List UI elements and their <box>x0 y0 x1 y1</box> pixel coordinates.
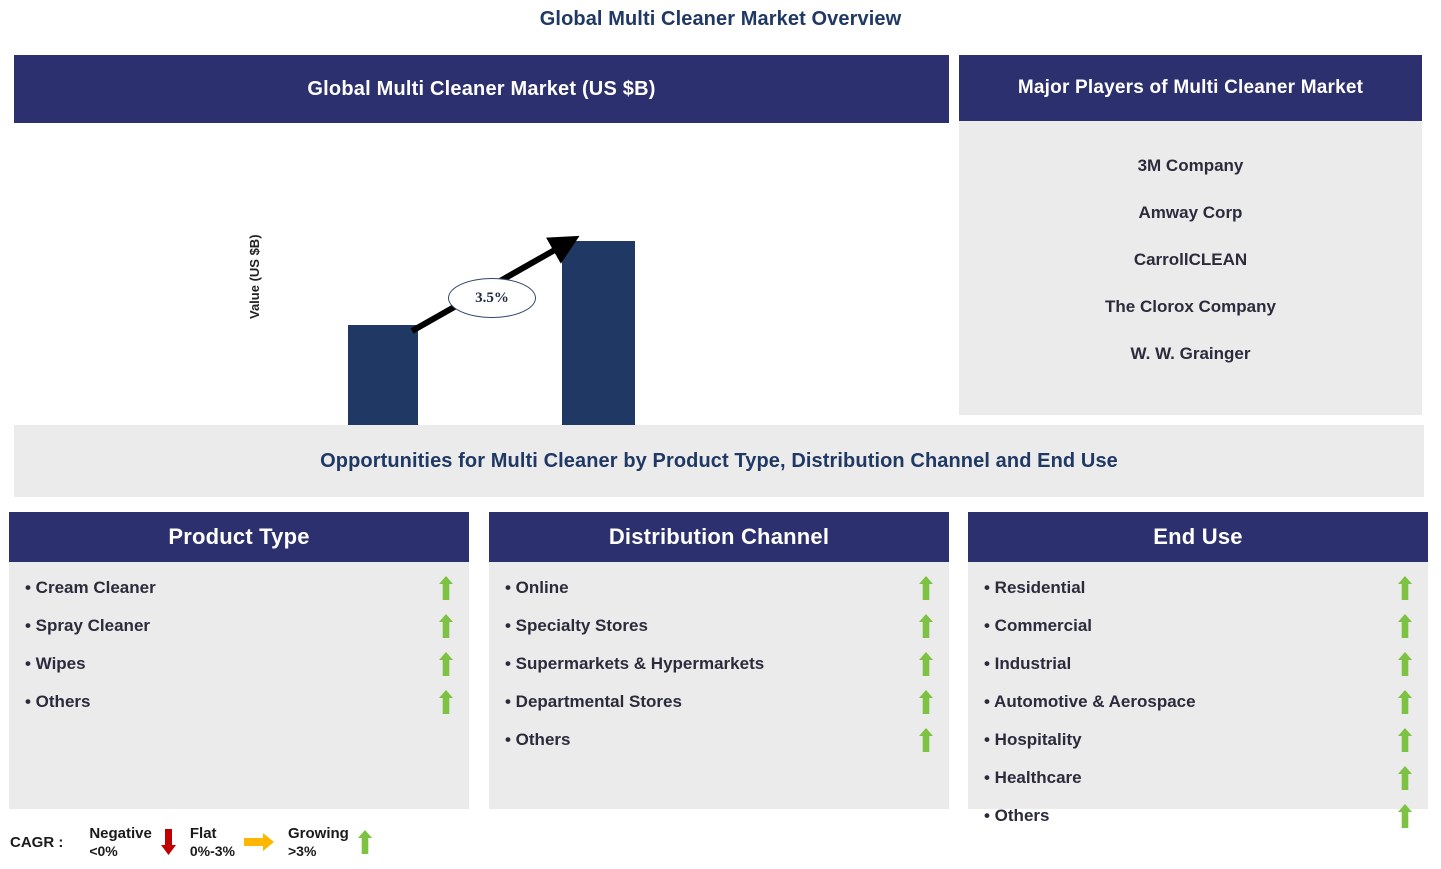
list-item-label: • Others <box>25 692 91 711</box>
list-item: The Clorox Company <box>1105 297 1276 316</box>
list-item: • Spray Cleaner <box>21 607 457 645</box>
list-item-label: • Industrial <box>984 654 1072 673</box>
market-chart-panel: Global Multi Cleaner Market (US $B) Valu… <box>14 55 949 477</box>
end-use-list: • Residential • Commercial • Industrial … <box>968 562 1428 828</box>
arrow-up-green-icon <box>439 576 453 600</box>
list-item-label: • Cream Cleaner <box>25 578 156 597</box>
list-item-label: • Supermarkets & Hypermarkets <box>505 654 765 673</box>
list-item: Amway Corp <box>1138 203 1243 222</box>
list-item: • Wipes <box>21 645 457 683</box>
players-panel-title: Major Players of Multi Cleaner Market <box>1017 77 1364 98</box>
legend-item-growing: Growing >3% <box>288 825 372 859</box>
product-type-title: Product Type <box>168 524 310 549</box>
chart-panel-header: Global Multi Cleaner Market (US $B) <box>14 55 949 123</box>
distribution-channel-title: Distribution Channel <box>608 524 830 549</box>
list-item-label: • Wipes <box>25 654 86 673</box>
arrow-up-green-icon <box>919 728 933 752</box>
list-item: • Others <box>21 683 457 721</box>
arrow-up-green-icon <box>1398 576 1412 600</box>
product-type-list: • Cream Cleaner • Spray Cleaner • Wipes … <box>9 562 469 809</box>
arrow-up-green-icon <box>919 652 933 676</box>
chart-y-axis-label: Value (US $B) <box>247 234 262 319</box>
arrow-up-green-icon <box>439 614 453 638</box>
cagr-legend: CAGR : Negative <0% Flat 0%-3% Growing >… <box>10 818 386 866</box>
arrow-up-green-icon <box>919 576 933 600</box>
cagr-growth-arrow-icon <box>410 235 580 334</box>
list-item-label: • Commercial <box>984 616 1092 635</box>
arrow-up-green-icon <box>919 614 933 638</box>
list-item-label: • Hospitality <box>984 730 1082 749</box>
arrow-up-green-icon <box>1398 804 1412 828</box>
arrow-up-green-icon <box>1398 614 1412 638</box>
product-type-header: Product Type <box>9 512 469 562</box>
list-item: W. W. Grainger <box>1130 344 1251 363</box>
end-use-column: End Use • Residential • Commercial • Ind… <box>968 512 1428 828</box>
opportunities-banner-text: Opportunities for Multi Cleaner by Produ… <box>320 449 1118 472</box>
list-item: • Hospitality <box>980 721 1416 759</box>
legend-negative-name: Negative <box>89 824 152 842</box>
arrow-up-green-icon <box>439 652 453 676</box>
list-item: • Others <box>501 721 937 759</box>
list-item: • Cream Cleaner <box>21 569 457 607</box>
list-item: • Departmental Stores <box>501 683 937 721</box>
legend-item-negative: Negative <0% <box>89 825 176 859</box>
end-use-title: End Use <box>1153 524 1243 549</box>
product-type-column: Product Type • Cream Cleaner • Spray Cle… <box>9 512 469 809</box>
list-item-label: • Spray Cleaner <box>25 616 151 635</box>
cagr-legend-title: CAGR : <box>10 833 64 851</box>
opportunities-banner: Opportunities for Multi Cleaner by Produ… <box>14 425 1424 497</box>
list-item-label: • Specialty Stores <box>505 616 648 635</box>
arrow-up-green-icon <box>439 690 453 714</box>
arrow-up-green-icon <box>1398 766 1412 790</box>
arrow-up-green-icon <box>357 829 372 854</box>
arrow-up-green-icon <box>1398 728 1412 752</box>
list-item: CarrollCLEAN <box>1133 250 1248 269</box>
bar-chart: Value (US $B) 3.5% 2025 2031 Source : Lu… <box>14 123 949 477</box>
list-item: • Industrial <box>980 645 1416 683</box>
distribution-channel-header: Distribution Channel <box>489 512 949 562</box>
legend-flat-range: 0%-3% <box>189 842 235 859</box>
legend-negative-range: <0% <box>89 842 118 859</box>
list-item-label: • Others <box>984 806 1050 825</box>
list-item: • Supermarkets & Hypermarkets <box>501 645 937 683</box>
arrow-up-green-icon <box>1398 652 1412 676</box>
list-item: • Healthcare <box>980 759 1416 797</box>
cagr-value-text: 3.5% <box>475 289 509 306</box>
list-item: • Automotive & Aerospace <box>980 683 1416 721</box>
list-item: 3M Company <box>1137 156 1244 175</box>
distribution-channel-column: Distribution Channel • Online • Specialt… <box>489 512 949 809</box>
arrow-right-orange-icon <box>244 832 274 851</box>
list-item-label: • Others <box>505 730 571 749</box>
distribution-channel-list: • Online • Specialty Stores • Supermarke… <box>489 562 949 809</box>
legend-flat-name: Flat <box>189 824 217 842</box>
arrow-up-green-icon <box>1398 690 1412 714</box>
arrow-up-green-icon <box>919 690 933 714</box>
end-use-header: End Use <box>968 512 1428 562</box>
list-item-label: • Healthcare <box>984 768 1082 787</box>
list-item: • Others <box>980 797 1416 835</box>
cagr-value-callout: 3.5% <box>448 278 536 318</box>
legend-growing-name: Growing <box>288 824 349 842</box>
major-players-panel: Major Players of Multi Cleaner Market 3M… <box>959 55 1422 415</box>
page-title: Global Multi Cleaner Market Overview <box>539 8 902 30</box>
list-item-label: • Residential <box>984 578 1086 597</box>
players-list: 3M Company Amway Corp CarrollCLEAN The C… <box>959 121 1422 415</box>
bar-2031 <box>562 241 635 452</box>
list-item: • Residential <box>980 569 1416 607</box>
players-panel-header: Major Players of Multi Cleaner Market <box>959 55 1422 121</box>
legend-item-flat: Flat 0%-3% <box>190 825 274 859</box>
list-item: • Commercial <box>980 607 1416 645</box>
list-item: • Online <box>501 569 937 607</box>
list-item-label: • Online <box>505 578 569 597</box>
list-item-label: • Departmental Stores <box>505 692 682 711</box>
list-item-label: • Automotive & Aerospace <box>984 692 1196 711</box>
list-item: • Specialty Stores <box>501 607 937 645</box>
chart-panel-title: Global Multi Cleaner Market (US $B) <box>307 77 656 100</box>
arrow-down-red-icon <box>160 828 176 855</box>
legend-growing-range: >3% <box>288 842 317 859</box>
